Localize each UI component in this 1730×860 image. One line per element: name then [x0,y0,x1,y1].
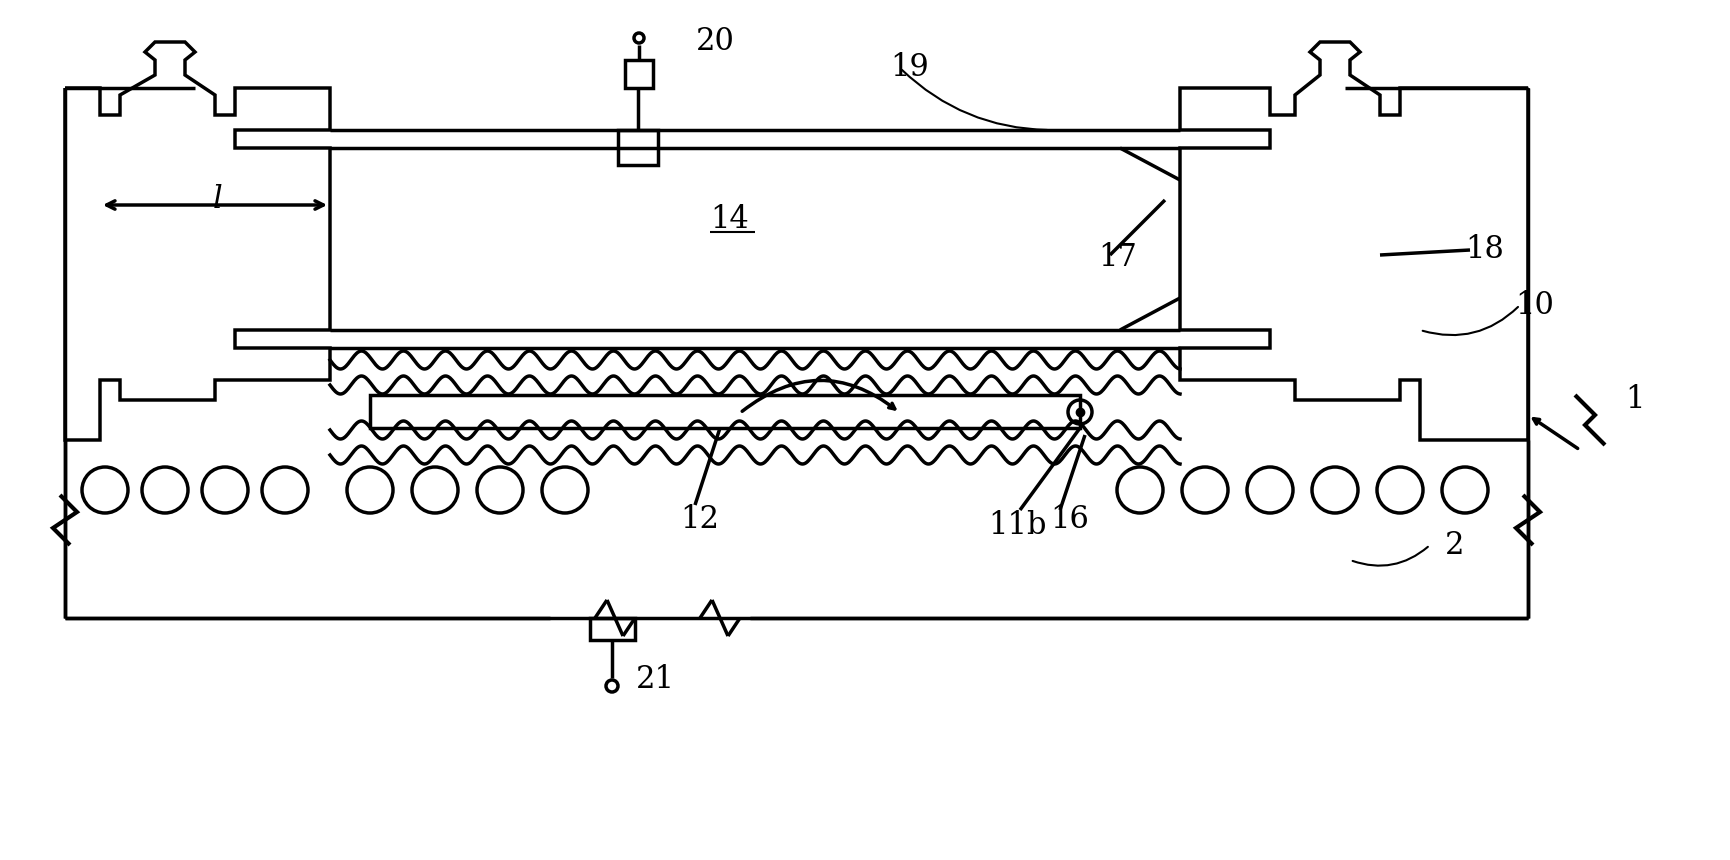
Text: l: l [213,185,223,216]
Text: 19: 19 [891,52,929,83]
Text: 2: 2 [1445,530,1464,561]
Text: 14: 14 [711,205,749,236]
Bar [618,130,657,165]
Text: 17: 17 [1099,243,1137,273]
Text: 21: 21 [635,665,675,696]
Bar [625,60,652,88]
Bar [370,395,1080,428]
Text: 10: 10 [1515,290,1554,321]
Text: 12: 12 [680,505,720,536]
Text: 18: 18 [1465,235,1503,266]
Text: 16: 16 [1050,505,1088,536]
Text: 1: 1 [1624,384,1643,415]
Text: 11b: 11b [988,509,1047,540]
Text: 20: 20 [695,27,734,58]
Bar [590,618,635,640]
